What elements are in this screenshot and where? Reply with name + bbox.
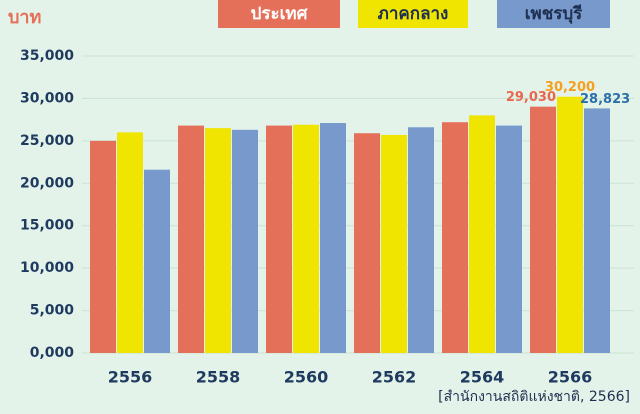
y-tick-label: 0,000 [30,345,75,361]
bar [408,127,434,353]
x-tick-label: 2558 [196,368,241,387]
bar [530,106,556,353]
bar [178,125,204,353]
bar [144,169,170,353]
data-label: 28,823 [580,92,630,107]
x-tick-label: 2566 [548,368,593,387]
legend-label: ภาคกลาง [378,4,449,24]
bar [584,108,610,353]
bar [232,129,258,353]
data-label: 29,030 [506,90,556,105]
legend-label: เพชรบุรี [525,3,583,24]
bar [293,124,319,353]
y-tick-label: 10,000 [20,260,74,276]
x-tick-label: 2560 [284,368,329,387]
bar [557,96,583,353]
source: [สำนักงานสถิติแห่งชาติ, 2566] [438,389,630,405]
y-tick-label: 25,000 [20,133,74,149]
x-tick-label: 2562 [372,368,417,387]
y-axis-label: บาท [8,7,41,28]
bar [90,140,116,353]
bar [496,125,522,353]
bar [381,134,407,353]
bar [205,128,231,353]
bar [117,132,143,353]
legend-swatch [497,0,610,28]
legend-label: ประเทศ [251,4,309,24]
bar [320,123,346,353]
bar [469,115,495,354]
y-tick-label: 15,000 [20,218,74,234]
bar [442,122,468,353]
y-tick-label: 5,000 [30,303,75,319]
y-tick-label: 30,000 [20,90,74,106]
y-tick-label: 20,000 [20,175,74,191]
data-label: 30,200 [545,80,595,95]
bar [266,125,292,353]
bar [354,133,380,353]
y-tick-label: 35,000 [20,48,74,64]
x-tick-label: 2556 [108,368,153,387]
legend-swatch [218,0,340,28]
legend-swatch [358,0,468,28]
x-tick-label: 2564 [460,368,505,387]
